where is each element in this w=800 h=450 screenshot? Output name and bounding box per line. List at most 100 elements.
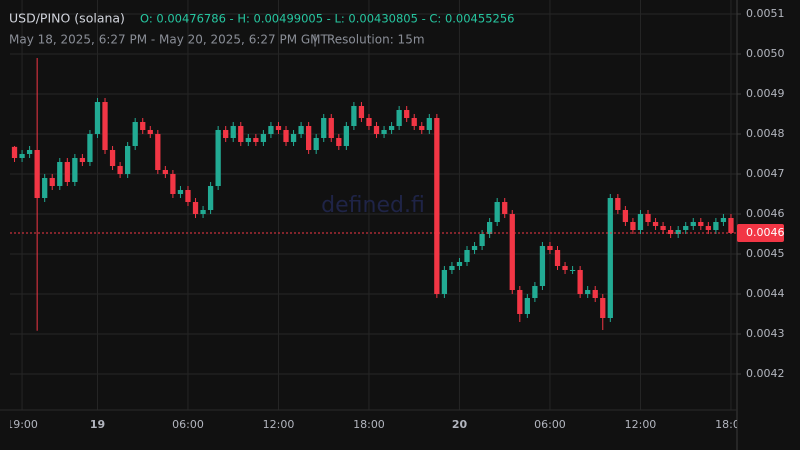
candle-body [539, 246, 546, 286]
candle-body [728, 218, 734, 233]
candle-body [698, 222, 704, 226]
candle-body [660, 226, 666, 230]
candle-body [592, 290, 598, 298]
candle-body [283, 130, 289, 142]
candle-body [524, 298, 530, 314]
y-tick-label: 0.0048 [746, 127, 785, 140]
candle-body [600, 298, 606, 318]
y-tick-label: 0.0046 [746, 207, 785, 220]
candle-body [223, 130, 229, 138]
candle-body [102, 102, 108, 150]
watermark: defined.fi [321, 193, 425, 218]
x-tick-label: 06:00 [534, 418, 566, 431]
x-tick-label: 20 [452, 418, 468, 431]
candle-body [328, 118, 334, 138]
candle-body [577, 270, 583, 294]
candle-body [554, 250, 561, 266]
candle-body [502, 202, 508, 214]
last-price-box [737, 223, 784, 242]
candle-body [471, 246, 478, 250]
candle-body [713, 222, 719, 230]
candle-body [441, 270, 448, 294]
candle-body [630, 222, 636, 230]
date-range: May 18, 2025, 6:27 PM - May 20, 2025, 6:… [9, 33, 329, 47]
x-tick-label: 06:00 [172, 418, 204, 431]
candle-body [117, 166, 123, 174]
candle-body [26, 150, 33, 154]
candle-body [207, 186, 214, 210]
candle-body [569, 270, 576, 271]
y-tick-label: 0.0043 [746, 327, 785, 340]
y-tick-label: 0.0050 [746, 47, 785, 60]
candle-body [268, 126, 274, 134]
candle-body [238, 126, 244, 142]
candle-body [177, 190, 184, 194]
candle-body [343, 126, 349, 146]
candle-body [615, 198, 621, 210]
candle-body [230, 126, 236, 138]
candle-body [321, 118, 327, 138]
candle-body [637, 214, 644, 230]
candle-body [192, 202, 199, 214]
candle-body [585, 290, 591, 294]
candle-body [253, 138, 259, 142]
candle-body [720, 218, 727, 222]
candle-body [381, 130, 387, 134]
candle-body [147, 130, 153, 134]
x-tick-label: 12:00 [625, 418, 657, 431]
candle-body [34, 150, 40, 198]
candle-body [434, 118, 440, 294]
resolution: Resolution: 15m [327, 33, 425, 47]
candle-body [373, 126, 380, 134]
candle-body [42, 178, 48, 198]
candle-body [652, 222, 659, 226]
candle-body [72, 158, 78, 182]
candles [10, 57, 737, 331]
chart-title: USD/PINO (solana) [9, 11, 125, 26]
candle-body [532, 286, 538, 298]
candle-body [290, 134, 297, 142]
candle-body [200, 210, 206, 214]
last-price-label: 0.0046 [746, 226, 785, 239]
candle-body [562, 266, 568, 270]
candle-body [645, 214, 651, 222]
axes: 0.0042 0.0043 0.0044 0.0045 0.0046 0.0047 0.00… [6, 7, 785, 431]
candle-body [517, 290, 523, 314]
candle-body [388, 126, 395, 130]
candle-body [404, 110, 410, 118]
candle-body [426, 118, 432, 130]
candle-body [64, 162, 70, 182]
candle-body [79, 158, 86, 162]
candle-body [396, 110, 402, 126]
candle-body [185, 190, 191, 202]
candle-body [306, 126, 312, 150]
y-tick-label: 0.0049 [746, 87, 785, 100]
y-tick-label: 0.0044 [746, 287, 785, 300]
candle-body [419, 126, 425, 130]
candle-body [260, 134, 267, 142]
candle-body [125, 146, 131, 174]
y-tick-label: 0.0042 [746, 367, 785, 380]
candle-body [215, 130, 221, 186]
candle-body [705, 226, 711, 230]
candle-body [275, 126, 282, 130]
candle-body [675, 230, 681, 234]
candle-body [49, 178, 55, 186]
candle-body [162, 170, 168, 174]
x-tick-label: 19 [90, 418, 105, 431]
x-tick-label: 18:00 [715, 418, 747, 431]
candle-body [94, 102, 101, 134]
candle-body [87, 134, 93, 162]
candle-body [411, 118, 417, 126]
candle-body [486, 222, 493, 234]
candle-body [607, 198, 613, 318]
y-tick-label: 0.0051 [746, 7, 785, 20]
candle-body [313, 138, 319, 150]
candle-body [494, 202, 500, 222]
candle-body [683, 226, 689, 230]
candle-body [140, 122, 146, 130]
candle-body [456, 262, 463, 266]
x-tick-label: 19:00 [6, 418, 38, 431]
ohlc-summary: O: 0.00476786 - H: 0.00499005 - L: 0.004… [140, 12, 514, 26]
